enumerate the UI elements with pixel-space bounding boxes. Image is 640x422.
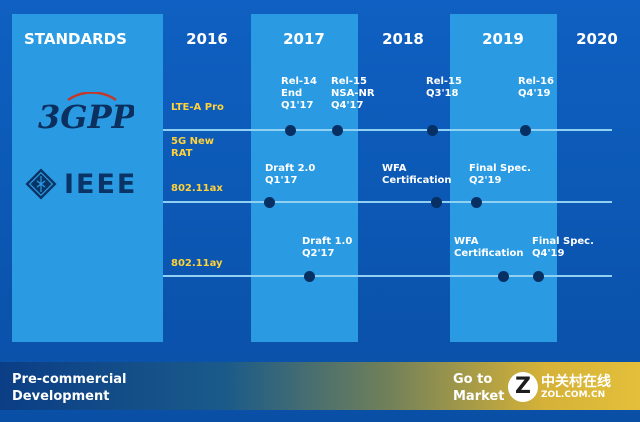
zol-watermark: Z 中关村在线 ZOL.COM.CN	[508, 372, 611, 402]
year-2017-column	[251, 14, 358, 342]
milestone-rel16	[520, 125, 531, 136]
annotation-rel15: Rel-15 Q3'18	[426, 76, 462, 99]
annotation-rel15-nsa: Rel-15 NSA-NR Q4'17	[331, 76, 375, 111]
watermark-cn: 中关村在线	[541, 373, 611, 390]
annotation-ay-draft: Draft 1.0 Q2'17	[302, 236, 353, 259]
annotation-ax-final: Final Spec. Q2'19	[469, 163, 531, 186]
year-2019-column	[450, 14, 557, 342]
year-2018: 2018	[382, 30, 424, 48]
milestone-rel14	[285, 125, 296, 136]
year-2017: 2017	[283, 30, 325, 48]
annotation-rel16: Rel-16 Q4'19	[518, 76, 554, 99]
3gpp-logo: 3GPP	[38, 91, 137, 140]
pre-commercial-label: Pre-commercial Development	[12, 372, 127, 404]
zol-logo-icon: Z	[508, 372, 538, 402]
milestone-ay-wfa	[498, 271, 509, 282]
annotation-ax-wfa: WFA Certification	[382, 163, 452, 186]
3gpp-logo-text: 3GPP	[38, 98, 134, 136]
milestone-ax-final	[471, 197, 482, 208]
go-to-market-label: Go to Market	[453, 372, 505, 404]
row-label-802-11ay: 802.11ay	[171, 258, 223, 269]
milestone-ay-draft	[304, 271, 315, 282]
ieee-diamond-icon	[25, 168, 57, 200]
milestone-ay-final	[533, 271, 544, 282]
milestone-ax-wfa	[431, 197, 442, 208]
watermark-en: ZOL.COM.CN	[541, 389, 606, 400]
milestone-rel15-nsa	[332, 125, 343, 136]
year-2016: 2016	[186, 30, 228, 48]
row-label-lte: LTE-A Pro	[171, 102, 224, 113]
timeline-lte	[163, 129, 612, 131]
ieee-logo-text: IEEE	[64, 168, 138, 200]
row-label-802-11ax: 802.11ax	[171, 183, 223, 194]
ieee-logo: IEEE	[24, 167, 137, 201]
milestone-rel15	[427, 125, 438, 136]
row-label-5g-nr: 5G New RAT	[171, 136, 215, 159]
timeline-802-11ax	[163, 201, 612, 203]
standards-header: STANDARDS	[24, 30, 127, 48]
timeline-802-11ay	[163, 275, 612, 277]
annotation-ay-wfa: WFA Certification	[454, 236, 524, 259]
annotation-ay-final: Final Spec. Q4'19	[532, 236, 594, 259]
year-2019: 2019	[482, 30, 524, 48]
annotation-ax-draft: Draft 2.0 Q1'17	[265, 163, 316, 186]
annotation-rel14: Rel-14 End Q1'17	[281, 76, 317, 111]
year-2020: 2020	[576, 30, 618, 48]
milestone-ax-draft	[264, 197, 275, 208]
